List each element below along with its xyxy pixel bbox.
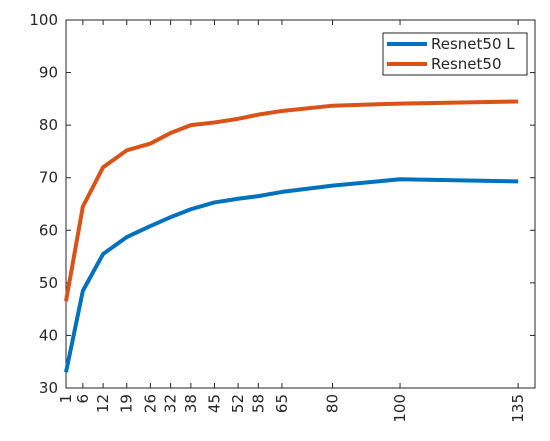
x-tick-label: 100 (391, 394, 409, 423)
x-tick-label: 38 (182, 394, 200, 413)
y-tick-label: 100 (29, 11, 58, 29)
line (64, 177, 519, 373)
x-tick-label: 1 (57, 394, 75, 404)
x-tick-label: 52 (229, 394, 247, 413)
x-tick-label: 80 (324, 394, 342, 413)
y-tick-label: 80 (39, 116, 58, 134)
y-tick-label: 90 (39, 64, 58, 82)
x-tick-label: 12 (94, 394, 112, 413)
legend-box (382, 32, 528, 76)
plot-area (65, 19, 536, 389)
x-tick-label: 58 (249, 394, 267, 413)
y-tick-label: 70 (39, 169, 58, 187)
y-tick-label: 60 (39, 221, 58, 239)
line (64, 99, 519, 302)
x-tick-label: 65 (273, 394, 291, 413)
x-tick-label: 19 (118, 394, 136, 413)
y-tick-label: 30 (39, 379, 58, 397)
legend-label: Resnet50 L (431, 35, 515, 53)
x-tick-label: 26 (141, 394, 159, 413)
x-tick-label: 32 (162, 394, 180, 413)
y-tick-label: 40 (39, 326, 58, 344)
x-tick-label: 6 (74, 394, 92, 404)
x-tick-label: 45 (205, 394, 223, 413)
legend-label: Resnet50 (431, 55, 502, 73)
y-tick-label: 50 (39, 274, 58, 292)
x-tick-label: 135 (509, 394, 527, 423)
